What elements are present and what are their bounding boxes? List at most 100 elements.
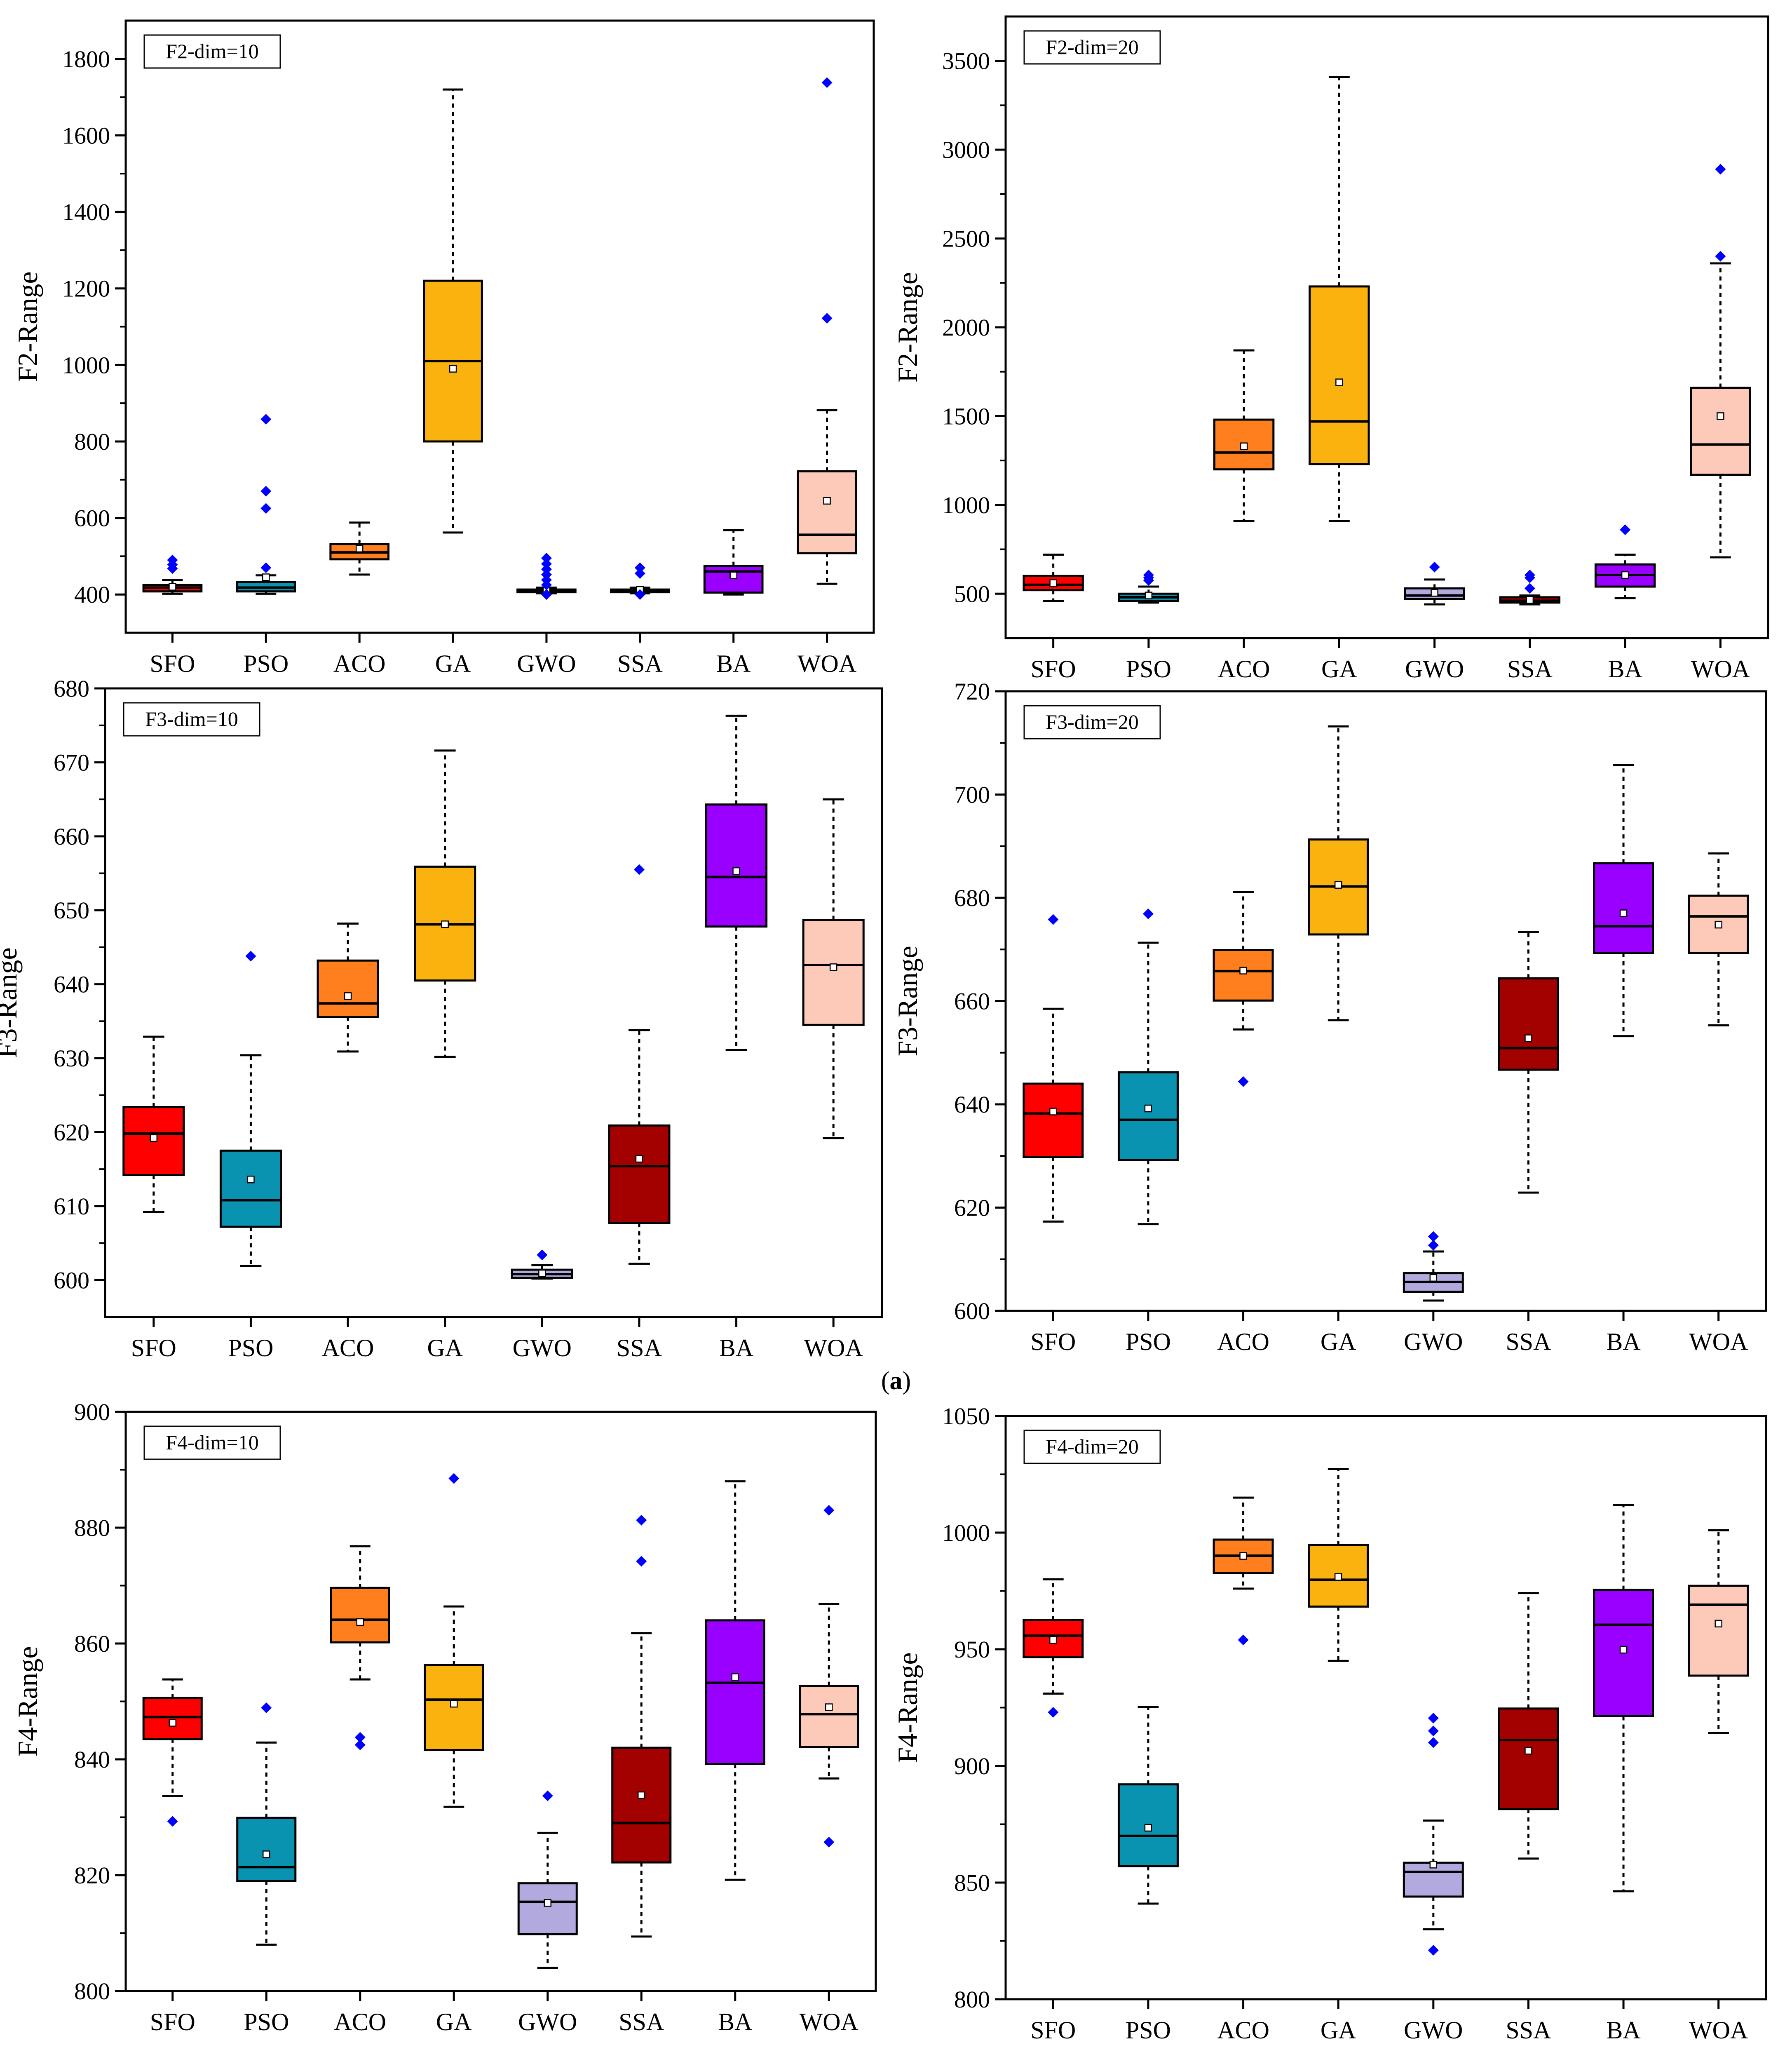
box-ba (1594, 524, 1656, 599)
outlier-point (1524, 583, 1535, 594)
box-iqr (797, 470, 857, 554)
x-category-label: GA (1321, 2017, 1356, 2044)
box-gwo (1403, 1712, 1464, 1956)
mean-marker (538, 1269, 546, 1277)
outlier-point (541, 589, 552, 600)
y-tick-label: 640 (54, 971, 89, 998)
chart-top-right: 500 1000 1500 2000 2500 3000 3500 F2-Range F2-di… (892, 15, 1769, 683)
y-tick-label: 600 (54, 1267, 89, 1294)
y-tick-label: 1200 (62, 275, 110, 302)
box-sfo (142, 1678, 203, 1827)
outlier-point (1715, 251, 1726, 262)
x-category-label: SFO (131, 1334, 176, 1362)
panel-tag-label: F4-dim=10 (166, 1431, 258, 1454)
outlier-point (1428, 1945, 1439, 1956)
mean-marker (1049, 1636, 1057, 1644)
mean-marker (729, 571, 737, 580)
outlier-point (1048, 914, 1059, 925)
x-category-label: BA (716, 650, 751, 677)
box-woa (802, 798, 865, 1139)
y-axis-title: F4-Range (12, 1646, 43, 1756)
box-ga (1308, 1467, 1369, 1662)
x-category-label: WOA (1689, 1328, 1748, 1355)
box-iqr (317, 959, 379, 1018)
box-woa (797, 77, 857, 585)
panel-tag-label: F2-dim=20 (1046, 35, 1138, 59)
outlier-point (354, 1732, 366, 1743)
y-tick-label: 1800 (62, 46, 110, 73)
y-tick-label: 900 (954, 1753, 990, 1780)
box-ba (705, 1480, 765, 1881)
y-tick-label: 2000 (942, 314, 990, 341)
y-tick-label: 400 (74, 581, 110, 608)
outlier-point (636, 1556, 647, 1567)
box-ssa (1498, 1592, 1559, 1860)
outlier-point (245, 951, 256, 962)
x-category-label: ACO (334, 2008, 386, 2036)
x-category-label: SSA (617, 650, 663, 677)
outlier-point (1715, 164, 1726, 175)
box-ga (414, 749, 476, 1058)
box-ssa (1499, 570, 1561, 606)
mean-marker (1429, 1861, 1438, 1869)
mean-marker (344, 992, 352, 1000)
plot-frame (104, 687, 883, 1318)
mean-marker (1334, 1573, 1342, 1581)
x-category-label: PSO (243, 650, 289, 677)
y-tick-label: 650 (54, 897, 89, 924)
y-tick-label: 680 (54, 675, 89, 702)
box-sfo (122, 1035, 185, 1213)
outlier-point (1142, 908, 1154, 919)
x-category-label: SSA (617, 1334, 662, 1362)
x-category-label: PSO (228, 1334, 273, 1362)
chart-middle-left: 600 610 620 630 640 650 660 670 680 F3-Range F3-di… (0, 675, 883, 1362)
y-tick-label: 660 (954, 988, 990, 1015)
y-tick-label: 3500 (942, 48, 990, 75)
mean-marker (1239, 1552, 1247, 1560)
box-iqr (1593, 862, 1654, 954)
outlier-point (260, 414, 272, 425)
box-aco (317, 923, 379, 1053)
y-tick-label: 820 (74, 1862, 110, 1889)
x-category-label: ACO (1218, 655, 1270, 683)
x-category-label: PSO (1126, 1328, 1171, 1355)
outlier-point (541, 558, 552, 569)
box-iqr (219, 1149, 282, 1228)
y-axis-title: F3-Range (892, 946, 923, 1056)
box-iqr (122, 1106, 185, 1176)
outlier-point (1428, 1726, 1439, 1737)
mean-marker (1619, 909, 1628, 917)
box-iqr (802, 919, 865, 1026)
x-category-label: GWO (1405, 655, 1464, 683)
box-woa (799, 1505, 859, 1848)
mean-marker (355, 545, 364, 553)
box-ssa (1498, 931, 1559, 1194)
mean-marker (449, 365, 457, 373)
box-pso (219, 951, 282, 1267)
x-category-label: SFO (150, 650, 195, 677)
x-category-label: GWO (513, 1334, 572, 1362)
outlier-point (167, 1816, 178, 1827)
x-category-label: WOA (797, 650, 856, 677)
box-aco (330, 1545, 390, 1750)
x-category-label: BA (1608, 655, 1642, 683)
x-category-label: WOA (1691, 655, 1750, 683)
outlier-point (633, 864, 645, 875)
mean-marker (450, 1700, 458, 1708)
outlier-point (823, 1505, 835, 1516)
y-axis-title: F4-Range (892, 1652, 923, 1763)
mean-marker (441, 920, 449, 928)
box-aco (1213, 1496, 1274, 1646)
box-iqr (611, 1747, 672, 1864)
box-pso (236, 414, 296, 595)
outlier-point (823, 1836, 835, 1848)
panel-tag-label: F2-dim=10 (166, 40, 258, 63)
mean-marker (1431, 589, 1438, 597)
outlier-point (537, 1249, 548, 1261)
mean-marker (1334, 881, 1342, 889)
y-tick-label: 700 (954, 782, 990, 808)
box-iqr (1688, 1585, 1749, 1677)
outlier-point (1428, 1712, 1439, 1723)
box-aco (329, 521, 390, 576)
